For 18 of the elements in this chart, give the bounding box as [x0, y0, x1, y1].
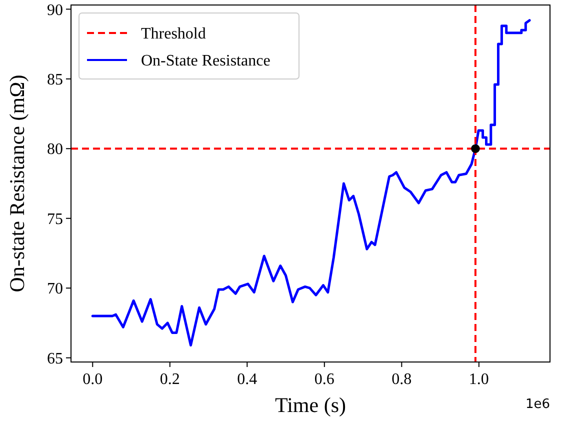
legend-label: On-State Resistance	[141, 52, 270, 70]
x-tick-label: 0.2	[160, 371, 180, 388]
x-tick-label: 0.4	[237, 371, 258, 388]
y-tick-label: 80	[47, 141, 63, 158]
legend-label: Threshold	[141, 26, 206, 43]
line-series	[91, 19, 531, 347]
x-tick-label: 1.0	[468, 371, 489, 388]
x-tick-label: 0.6	[314, 371, 334, 388]
y-tick-label: 75	[47, 210, 63, 228]
text: 1e6	[525, 397, 550, 412]
x-axis-title: Time (s)	[275, 393, 346, 417]
x-tick-label: 0.8	[392, 371, 412, 388]
y-axis-title: On-state Resistance (mΩ)	[5, 74, 29, 292]
y-tick-label: 65	[47, 350, 63, 368]
y-tick-label: 90	[47, 2, 63, 19]
y-tick-label: 85	[47, 72, 63, 89]
y-tick-label: 70	[47, 280, 63, 298]
x-tick-label: 0.0	[82, 371, 103, 388]
